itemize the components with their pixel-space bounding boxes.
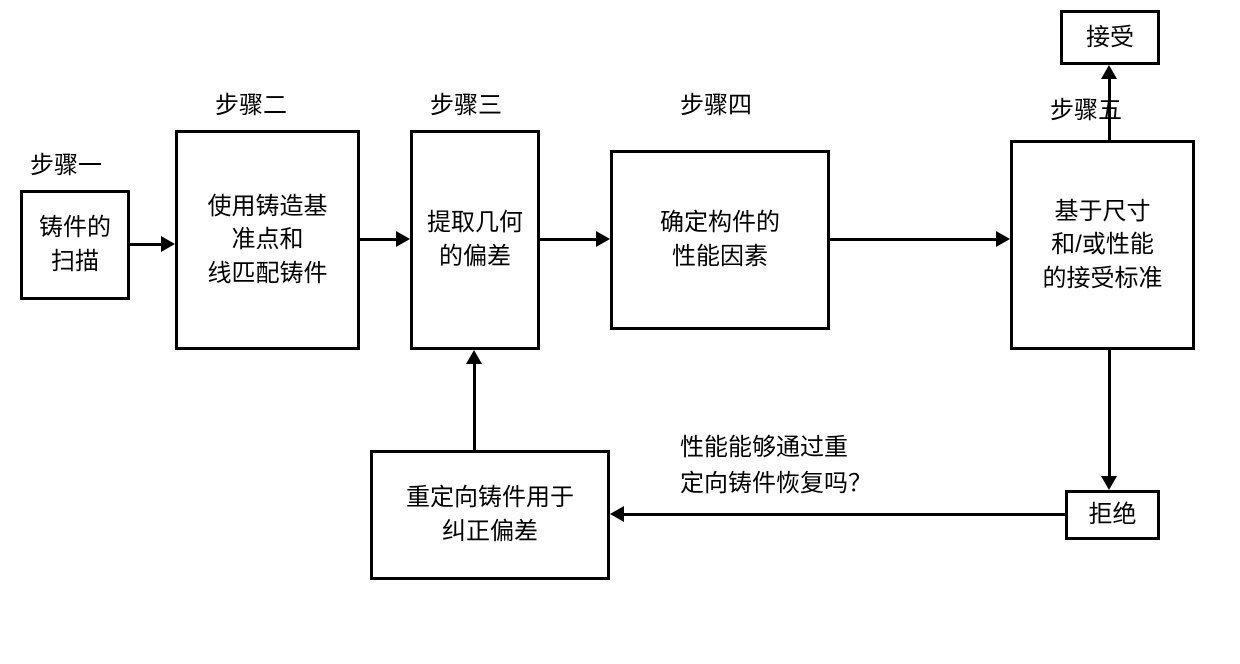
arrow-reorient-step3-head xyxy=(466,350,482,364)
step4-text: 确定构件的性能因素 xyxy=(660,206,780,273)
step5-box: 基于尺寸和/或性能的接受标准 xyxy=(1010,140,1195,350)
step2-box: 使用铸造基准点和线匹配铸件 xyxy=(175,130,360,350)
reorient-box: 重定向铸件用于纠正偏差 xyxy=(370,450,610,580)
reject-box: 拒绝 xyxy=(1065,490,1160,540)
arrow-reject-reorient xyxy=(624,513,1065,516)
arrow-3-4-head xyxy=(596,231,610,247)
question-text: 性能能够通过重定向铸件恢复吗？ xyxy=(680,430,940,502)
step1-label: 步骤一 xyxy=(30,145,102,180)
step4-label: 步骤四 xyxy=(680,85,752,120)
reject-text: 拒绝 xyxy=(1089,498,1137,532)
step3-box: 提取几何的偏差 xyxy=(410,130,540,350)
step3-text: 提取几何的偏差 xyxy=(427,206,523,273)
reorient-text: 重定向铸件用于纠正偏差 xyxy=(406,481,574,548)
arrow-2-3-head xyxy=(396,231,410,247)
accept-text: 接受 xyxy=(1086,21,1134,55)
arrow-reject-reorient-head xyxy=(610,506,624,522)
arrow-4-5 xyxy=(830,238,998,241)
arrow-5-accept-head xyxy=(1101,65,1117,79)
arrow-2-3 xyxy=(360,238,398,241)
arrow-3-4 xyxy=(540,238,598,241)
accept-box: 接受 xyxy=(1060,10,1160,65)
step2-label: 步骤二 xyxy=(215,85,287,120)
step1-text: 铸件的扫描 xyxy=(39,211,111,278)
arrow-4-5-head xyxy=(996,231,1010,247)
step4-box: 确定构件的性能因素 xyxy=(610,150,830,330)
arrow-1-2 xyxy=(130,243,163,246)
step5-text: 基于尺寸和/或性能的接受标准 xyxy=(1043,195,1163,296)
arrow-reorient-step3 xyxy=(473,364,476,450)
step2-text: 使用铸造基准点和线匹配铸件 xyxy=(208,190,328,291)
step3-label: 步骤三 xyxy=(430,85,502,120)
step5-label: 步骤五 xyxy=(1050,90,1122,125)
step1-box: 铸件的扫描 xyxy=(20,190,130,300)
arrow-5-reject-head xyxy=(1101,476,1117,490)
arrow-5-reject xyxy=(1108,350,1111,478)
arrow-1-2-head xyxy=(161,236,175,252)
arrow-5-accept xyxy=(1108,79,1111,140)
